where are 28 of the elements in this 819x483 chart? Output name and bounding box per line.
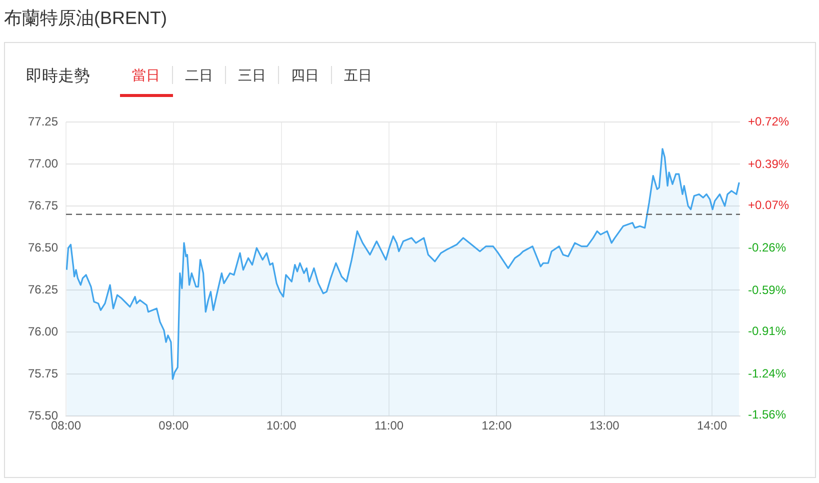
y2-tick-label: -0.59% bbox=[748, 282, 786, 297]
y-tick-label: 76.50 bbox=[28, 240, 58, 254]
x-tick-label: 12:00 bbox=[482, 418, 512, 433]
chart-subtitle: 即時走勢 bbox=[26, 66, 90, 87]
y-tick-label: 76.75 bbox=[28, 198, 58, 212]
text: 二日 bbox=[173, 66, 226, 84]
x-tick-label: 13:00 bbox=[589, 418, 620, 433]
y2-tick-label: +0.07% bbox=[748, 198, 790, 212]
text: 當日 bbox=[120, 66, 173, 84]
x-tick-label: 09:00 bbox=[158, 418, 190, 433]
y-tick-label: 76.00 bbox=[28, 324, 58, 338]
y-tick-label: 77.00 bbox=[28, 156, 58, 170]
text: 五日 bbox=[343, 66, 373, 84]
y-tick-label: 76.25 bbox=[28, 282, 58, 296]
text: 四日 bbox=[279, 66, 332, 84]
y2-tick-label: -0.91% bbox=[748, 324, 786, 338]
y-tick-label: 75.75 bbox=[28, 366, 58, 380]
x-tick-label: 10:00 bbox=[266, 418, 297, 433]
y2-tick-label: -0.26% bbox=[748, 240, 786, 254]
y2-tick-label: -1.24% bbox=[748, 366, 786, 380]
x-tick-label: 11:00 bbox=[374, 418, 404, 433]
x-tick-label: 14:00 bbox=[696, 418, 728, 433]
text: 三日 bbox=[226, 66, 279, 84]
y2-tick-label: +0.72% bbox=[748, 114, 790, 128]
y2-tick-label: -1.56% bbox=[748, 408, 786, 422]
chart-title: 布蘭特原油(BRENT) bbox=[4, 7, 167, 30]
y-tick-label: 77.25 bbox=[28, 114, 58, 128]
y2-tick-label: +0.39% bbox=[748, 156, 790, 171]
